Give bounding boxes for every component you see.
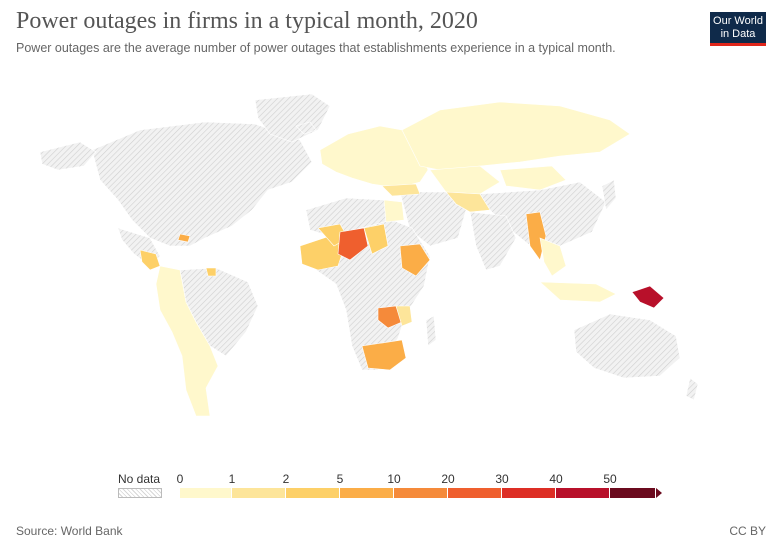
papua-new-guinea-data[interactable] xyxy=(631,285,665,309)
logo-line-2: in Data xyxy=(720,28,756,40)
legend-bin-3[interactable] xyxy=(340,488,394,498)
zambia-data[interactable] xyxy=(377,305,403,329)
alaska-no-data[interactable] xyxy=(39,141,97,171)
legend-bin-6[interactable] xyxy=(502,488,556,498)
kazakhstan-data[interactable] xyxy=(429,165,501,195)
southeast-asia-data[interactable] xyxy=(539,237,567,277)
legend-bin-5[interactable] xyxy=(448,488,502,498)
south-america-data[interactable] xyxy=(155,265,219,417)
indonesia-data[interactable] xyxy=(539,281,617,303)
no-data-label: No data xyxy=(118,472,161,486)
japan-no-data[interactable] xyxy=(601,179,617,211)
niger-data[interactable] xyxy=(337,227,369,261)
legend-tick-3: 5 xyxy=(336,472,344,486)
ethiopia-data[interactable] xyxy=(399,243,431,277)
legend-tick-7: 40 xyxy=(549,472,563,486)
india-no-data[interactable] xyxy=(469,211,517,271)
legend-bin-2[interactable] xyxy=(286,488,340,498)
australia-no-data[interactable] xyxy=(573,313,681,379)
madagascar-no-data[interactable] xyxy=(425,315,437,347)
east-africa-data[interactable] xyxy=(395,305,413,327)
no-data-swatch xyxy=(118,488,162,498)
central-asia-data[interactable] xyxy=(445,191,491,213)
legend-tick-8: 50 xyxy=(603,472,617,486)
legend-bin-0[interactable] xyxy=(180,488,232,498)
sudan-data[interactable] xyxy=(363,223,389,255)
egypt-data[interactable] xyxy=(383,199,405,223)
license-link[interactable]: CC BY xyxy=(729,524,766,538)
russia-data[interactable] xyxy=(401,101,631,171)
new-zealand-no-data[interactable] xyxy=(685,377,699,401)
guyana-data[interactable] xyxy=(205,267,217,277)
legend-tick-0: 0 xyxy=(176,472,184,486)
north-america-no-data[interactable] xyxy=(91,121,313,247)
chart-subtitle: Power outages are the average number of … xyxy=(16,41,616,55)
iceland-no-data[interactable] xyxy=(295,121,317,135)
logo-line-1: Our World xyxy=(713,15,763,27)
mongolia-data[interactable] xyxy=(499,165,567,191)
legend-tick-2: 2 xyxy=(282,472,290,486)
legend-bin-1[interactable] xyxy=(232,488,286,498)
legend-arrow-icon xyxy=(656,488,662,498)
source-note: Source: World Bank xyxy=(16,524,123,538)
europe-data[interactable] xyxy=(319,125,429,189)
legend-bin-8[interactable] xyxy=(610,488,656,498)
chart-title: Power outages in firms in a typical mont… xyxy=(16,8,478,34)
central-america-data[interactable] xyxy=(139,249,161,271)
south-africa-data[interactable] xyxy=(361,339,407,371)
legend-bin-7[interactable] xyxy=(556,488,610,498)
legend-tick-5: 20 xyxy=(441,472,455,486)
legend-tick-6: 30 xyxy=(495,472,509,486)
legend-bin-4[interactable] xyxy=(394,488,448,498)
color-legend: No data 0 1 2 5 10 20 30 40 50 xyxy=(0,466,780,506)
caribbean-data[interactable] xyxy=(177,233,191,243)
legend-tick-4: 10 xyxy=(387,472,401,486)
legend-tick-1: 1 xyxy=(228,472,236,486)
world-map[interactable] xyxy=(0,70,780,460)
turkey-data[interactable] xyxy=(381,183,421,197)
owid-logo[interactable]: Our World in Data xyxy=(710,12,766,46)
